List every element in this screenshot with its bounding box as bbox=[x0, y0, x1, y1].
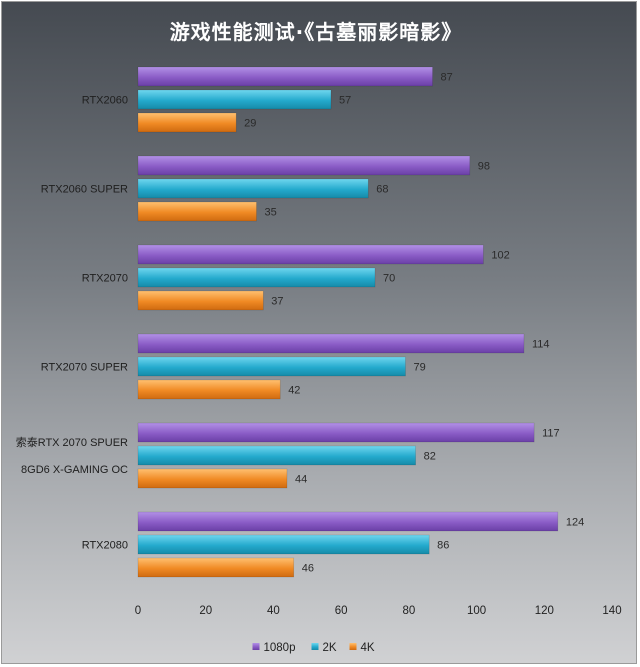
bar-4K-1 bbox=[137, 112, 237, 133]
data-label: 46 bbox=[302, 563, 314, 575]
bar-1080p-6 bbox=[137, 511, 559, 532]
x-tick-label: 120 bbox=[535, 605, 554, 617]
category-label: 索泰RTX 2070 SPUER bbox=[16, 435, 128, 449]
data-label: 57 bbox=[339, 95, 351, 107]
bar-2K-3 bbox=[137, 267, 376, 288]
bar-4K-4 bbox=[137, 379, 281, 400]
x-tick-label: 80 bbox=[402, 605, 415, 617]
bar-2K-6 bbox=[137, 534, 430, 555]
legend-item-2K: 2K bbox=[323, 642, 337, 654]
data-label: 70 bbox=[383, 273, 395, 285]
plot-area: 87 57 29 RTX2060 98 68 35 RTX2060 SUPER 102 70 37 R… bbox=[16, 66, 622, 617]
bar-1080p-1 bbox=[137, 66, 433, 87]
legend-item-1080p: 1080p bbox=[264, 642, 296, 654]
x-tick-label: 140 bbox=[602, 605, 621, 617]
x-tick-label: 60 bbox=[335, 605, 348, 617]
bar-1080p-2 bbox=[137, 155, 471, 176]
legend: 1080p 2K 4K bbox=[252, 642, 375, 654]
data-label: 68 bbox=[376, 184, 388, 196]
bar-2K-2 bbox=[137, 178, 369, 199]
data-label: 114 bbox=[532, 339, 550, 351]
data-label: 44 bbox=[295, 474, 307, 486]
category-label: RTX2060 SUPER bbox=[41, 184, 128, 196]
data-label: 124 bbox=[566, 517, 584, 529]
bar-1080p-4 bbox=[137, 333, 525, 354]
data-label: 82 bbox=[424, 451, 436, 463]
data-label: 35 bbox=[265, 207, 277, 219]
x-tick-label: 20 bbox=[199, 605, 212, 617]
chart-title: 游戏性能测试·《古墓丽影暗影》 bbox=[170, 20, 463, 44]
x-tick-label: 40 bbox=[267, 605, 280, 617]
data-label: 98 bbox=[478, 161, 490, 173]
category-label: RTX2070 bbox=[82, 273, 128, 285]
data-label: 79 bbox=[413, 362, 425, 374]
legend-item-4K: 4K bbox=[361, 642, 375, 654]
data-label: 42 bbox=[288, 385, 300, 397]
x-tick-label: 100 bbox=[467, 605, 486, 617]
legend-swatch-4K bbox=[349, 643, 357, 650]
bar-2K-4 bbox=[137, 356, 406, 377]
bar-2K-1 bbox=[137, 89, 332, 110]
bar-4K-6 bbox=[137, 557, 295, 578]
data-label: 117 bbox=[542, 428, 560, 440]
legend-swatch-1080p bbox=[252, 643, 260, 650]
bar-2K-5 bbox=[137, 445, 416, 466]
data-label: 86 bbox=[437, 540, 449, 552]
data-label: 29 bbox=[244, 118, 256, 130]
category-label: 8GD6 X-GAMING OC bbox=[21, 464, 128, 476]
bar-4K-2 bbox=[137, 201, 257, 222]
bar-4K-3 bbox=[137, 290, 264, 311]
bar-4K-5 bbox=[137, 468, 288, 489]
data-label: 102 bbox=[491, 250, 509, 262]
x-tick-label: 0 bbox=[135, 605, 141, 617]
legend-swatch-2K bbox=[311, 643, 319, 650]
data-label: 87 bbox=[441, 72, 453, 84]
category-label: RTX2060 bbox=[82, 95, 128, 107]
bar-1080p-5 bbox=[137, 422, 535, 443]
bar-1080p-3 bbox=[137, 244, 484, 265]
data-label: 37 bbox=[271, 296, 283, 308]
category-label: RTX2070 SUPER bbox=[41, 362, 128, 374]
category-label: RTX2080 bbox=[82, 540, 128, 552]
